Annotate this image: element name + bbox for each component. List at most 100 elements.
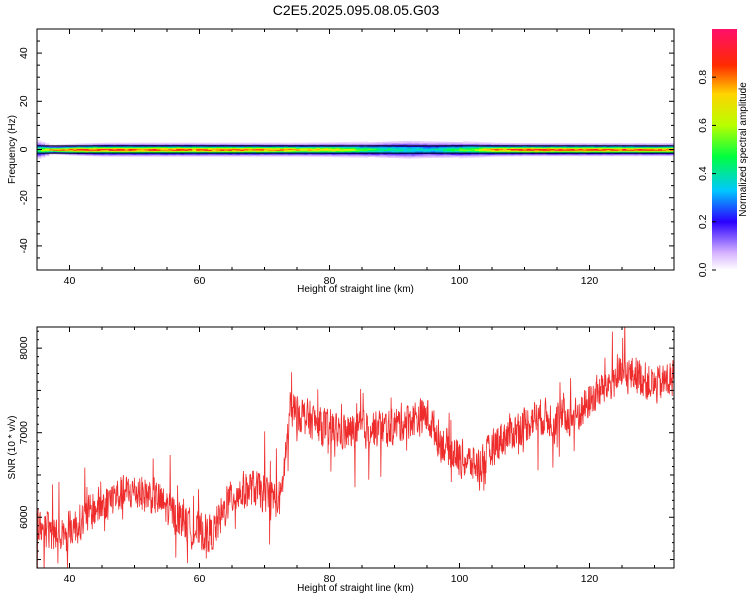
spectrogram-cell [172,155,177,157]
spectrogram-cell [594,145,599,148]
spectrogram-cell [379,155,384,158]
spectrogram-cell [331,143,337,145]
spectrogram-cell [526,149,532,151]
spectrogram-cell [327,154,333,157]
spectrogram-cell [84,149,90,151]
spectrogram-cell [68,153,74,155]
spectrogram-cell [654,150,659,152]
spectrogram-cell [451,148,456,150]
spectrogram-cell [415,149,420,152]
spectrogram-cell [662,151,667,153]
spectrogram-cell [92,153,98,155]
spectrogram-cell [283,149,289,151]
spectrogram-cell [451,144,456,147]
spectrogram-cell [120,155,126,157]
spectrogram-cell [224,147,229,149]
spectrogram-cell [558,144,564,146]
spectrogram-cell [188,142,193,145]
spectrogram-cell [271,149,277,151]
spectrogram-cell [315,146,321,148]
spectrogram-cell [188,147,193,149]
spectrogram-cell [244,153,249,155]
spectrogram-cell [144,147,150,149]
spectrogram-cell [188,155,193,157]
spectrogram-cell [291,155,297,157]
spectrogram-cell [188,151,193,153]
spectrogram-cell [180,154,185,156]
spectrogram-cell [415,156,420,159]
spectrogram-cell [244,147,249,149]
spectrogram-cell [530,150,536,152]
spectrogram-cell [546,146,552,149]
spectrogram-cell [367,154,373,156]
spectrogram-cell [638,149,643,151]
spectrogram-cell [68,151,74,153]
spectrogram-cell [311,143,317,145]
spectrogram-cell [439,144,444,146]
spectrogram-cell [168,142,173,145]
spectrogram-cell [248,148,253,150]
spectrogram-cell [37,140,42,143]
spectrogram-cell [279,147,285,149]
spectrogram-cell [172,146,177,148]
spectrogram-cell [419,149,424,152]
spectrogram-cell [558,150,564,152]
spectrogram-cell [287,155,293,157]
spectrogram-cell [248,147,253,149]
spectrogram-cell [144,144,150,147]
spectrogram-cell [164,146,169,148]
spectrogram-cell [506,145,512,148]
spectrogram-cell [88,153,94,156]
spectrogram-cell [510,145,516,148]
spectrogram-cell [271,146,277,148]
spectrogram-cell [291,153,297,155]
spectrogram-cell [526,153,532,155]
spectrogram-cell [335,148,341,150]
spectrogram-cell [244,155,249,157]
spectrogram-cell [546,144,552,146]
spectrogram-cell [578,144,584,146]
spectrogram-cell [68,143,74,146]
spectrogram-cell [482,148,488,150]
spectrogram-cell [606,154,611,156]
spectrogram-cell [283,143,289,146]
spectrogram-cell [602,143,607,145]
spectrogram-cell [363,152,369,155]
spectrogram-cell [478,148,484,150]
spectrogram-cell [646,149,651,151]
spectrogram-cell [104,148,110,150]
spectrogram-cell [259,143,265,146]
spectrogram-cell [375,145,380,148]
spectrogram-cell [654,153,659,155]
spectrogram-cell [164,149,169,151]
spectrogram-cell [140,144,146,147]
spectrogram-cell [510,143,516,145]
spectrogram-cell [164,148,169,150]
spectrogram-cell [108,149,114,151]
spectrogram-cell [275,153,281,155]
spectrogram-cell [419,155,424,157]
spectrogram-cell [534,148,540,150]
spectrogram-cell [474,148,480,150]
spectrogram-cell [40,156,46,158]
spectrogram-cell [439,145,444,148]
spectrogram-cell [192,149,197,151]
spectrogram-cell [506,149,512,151]
spectrogram-cell [200,151,205,153]
spectrogram-cell [570,147,576,149]
spectrogram-cell [510,146,516,149]
spectrogram-cell [466,154,472,156]
spectrogram-cell [558,148,564,150]
spectrogram-cell [124,148,130,150]
spectrogram-cell [160,146,165,148]
spectrogram-cell [267,142,273,145]
spectrogram-cell [236,149,241,151]
spectrogram-cell [351,156,357,158]
spectrogram-cell [654,144,659,146]
spectrogram-cell [423,141,428,144]
spectrogram-cell [407,148,412,150]
spectrogram-cell [474,151,480,154]
spectrogram-cell [355,143,361,146]
spectrogram-cell [136,147,142,149]
spectrogram-cell [104,154,110,156]
